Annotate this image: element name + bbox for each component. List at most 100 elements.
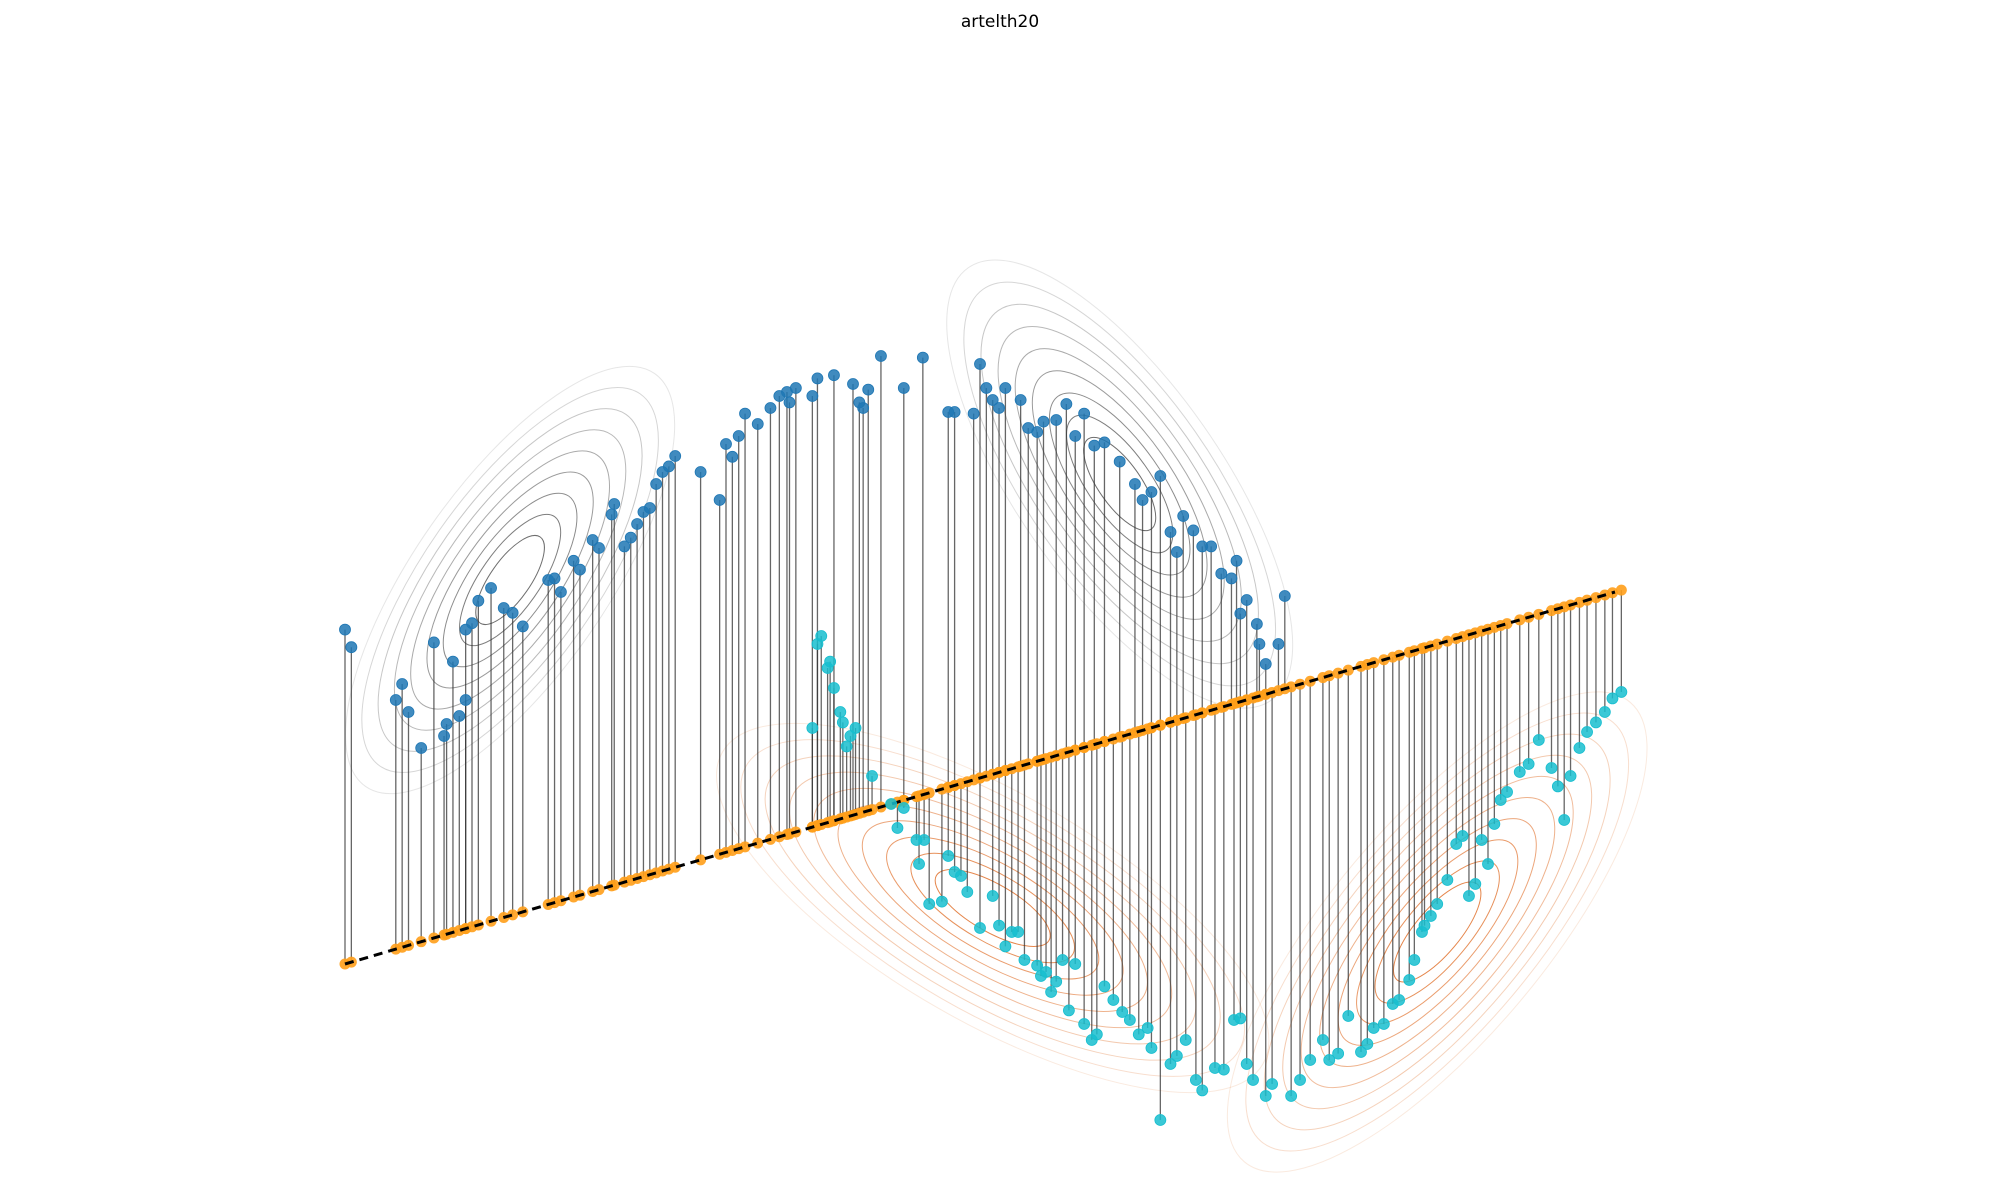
data-point-a-44 (764, 402, 777, 414)
data-point-b-104 (1615, 686, 1628, 698)
data-point-a-36 (662, 460, 675, 473)
data-point-b-100 (1581, 726, 1593, 738)
data-point-a-94 (1253, 638, 1266, 650)
data-point-a-9 (440, 718, 453, 730)
data-point-a-10 (447, 655, 459, 668)
data-point-b-45 (1123, 1014, 1136, 1026)
data-point-b-103 (1606, 692, 1619, 705)
projection-dashed-line (344, 590, 1616, 966)
data-point-a-88 (1215, 567, 1228, 580)
data-point-b-23 (961, 886, 974, 898)
contour-b-right-1 (1374, 860, 1500, 1004)
data-point-b-51 (1170, 1050, 1183, 1062)
data-point-b-87 (1475, 834, 1488, 846)
chart-title: artelth20 (960, 12, 1040, 32)
data-point-b-31 (1031, 959, 1044, 972)
data-point-b-54 (1196, 1084, 1209, 1097)
data-point-b-24 (974, 922, 986, 934)
data-point-a-61 (967, 407, 980, 420)
data-point-a-60 (948, 406, 961, 418)
data-point-a-22 (567, 554, 580, 567)
data-point-b-17 (918, 834, 931, 846)
projected-point-a-37 (695, 854, 707, 866)
data-point-b-47 (1141, 1022, 1154, 1034)
data-point-b-76 (1403, 974, 1416, 986)
data-point-b-97 (1558, 814, 1571, 826)
projected-point-b-42 (1098, 736, 1110, 748)
data-point-b-60 (1247, 1074, 1259, 1086)
data-point-a-39 (720, 438, 732, 450)
data-point-a-74 (1078, 407, 1091, 420)
data-point-a-47 (783, 396, 796, 409)
projected-point-b-63 (1285, 681, 1297, 693)
data-point-b-91 (1501, 786, 1513, 798)
data-point-b-7 (836, 716, 849, 729)
data-point-a-2 (389, 694, 402, 706)
data-point-b-52 (1179, 1034, 1192, 1046)
projected-point-b-94 (1533, 608, 1545, 620)
data-point-b-48 (1145, 1042, 1158, 1054)
data-point-b-19 (936, 895, 948, 908)
data-point-b-98 (1564, 770, 1577, 782)
contour-b-left-9 (716, 722, 1270, 1094)
data-point-a-75 (1088, 439, 1101, 452)
data-point-a-87 (1205, 540, 1218, 553)
density-contours (345, 259, 1648, 1173)
data-point-b-50 (1164, 1058, 1177, 1070)
projected-point-b-68 (1332, 667, 1344, 679)
data-point-a-49 (806, 390, 819, 402)
data-point-a-18 (516, 620, 529, 633)
projected-point-b-11 (866, 804, 878, 816)
data-point-b-5 (828, 682, 840, 694)
data-point-b-65 (1304, 1054, 1317, 1066)
data-point-b-99 (1573, 742, 1586, 754)
data-point-a-7 (402, 706, 415, 718)
data-point-a-70 (1037, 415, 1050, 428)
data-point-a-33 (650, 478, 663, 490)
data-point-a-17 (506, 606, 519, 619)
data-point-b-90 (1494, 794, 1507, 806)
projected-point-b-101 (1590, 592, 1602, 604)
data-point-b-81 (1431, 898, 1444, 910)
data-point-a-24 (586, 534, 599, 546)
contour-b-right-7 (1263, 733, 1611, 1131)
data-point-b-27 (999, 940, 1012, 953)
data-point-b-73 (1377, 1018, 1390, 1030)
data-point-b-26 (993, 919, 1005, 932)
data-point-b-33 (1040, 966, 1052, 978)
projected-point-a-21 (555, 895, 567, 907)
data-point-b-18 (923, 898, 936, 910)
data-point-b-96 (1551, 780, 1564, 793)
data-point-a-43 (751, 418, 764, 430)
data-point-a-80 (1145, 486, 1158, 498)
data-point-b-39 (1078, 1018, 1091, 1030)
data-point-a-72 (1060, 398, 1073, 410)
data-point-b-67 (1323, 1054, 1336, 1066)
data-point-a-3 (396, 678, 409, 690)
data-point-a-93 (1250, 618, 1263, 630)
data-point-b-82 (1441, 874, 1454, 886)
data-point-b-30 (1018, 954, 1031, 966)
contour-a-left-3 (426, 471, 594, 689)
data-point-a-23 (574, 563, 586, 576)
data-point-b-66 (1317, 1034, 1329, 1046)
data-point-b-36 (1056, 954, 1069, 966)
data-point-b-20 (942, 850, 955, 862)
contour-b-left-8 (740, 739, 1246, 1077)
contour-a-right-2 (1048, 392, 1191, 576)
projected-point-a-42 (739, 841, 751, 853)
data-point-b-59 (1240, 1058, 1253, 1070)
projected-point-b-92 (1514, 614, 1526, 626)
data-point-a-38 (713, 494, 726, 506)
contour-a-left-5 (393, 429, 627, 731)
data-point-a-51 (828, 369, 840, 382)
data-point-a-30 (631, 518, 643, 530)
data-point-b-71 (1361, 1038, 1374, 1050)
data-point-b-11 (866, 770, 878, 782)
data-point-a-67 (1014, 394, 1027, 406)
data-point-a-97 (1278, 590, 1291, 602)
data-point-a-1 (345, 641, 358, 654)
projected-point-b-91 (1501, 618, 1513, 630)
data-point-a-52 (847, 378, 859, 390)
data-point-a-15 (485, 582, 497, 594)
